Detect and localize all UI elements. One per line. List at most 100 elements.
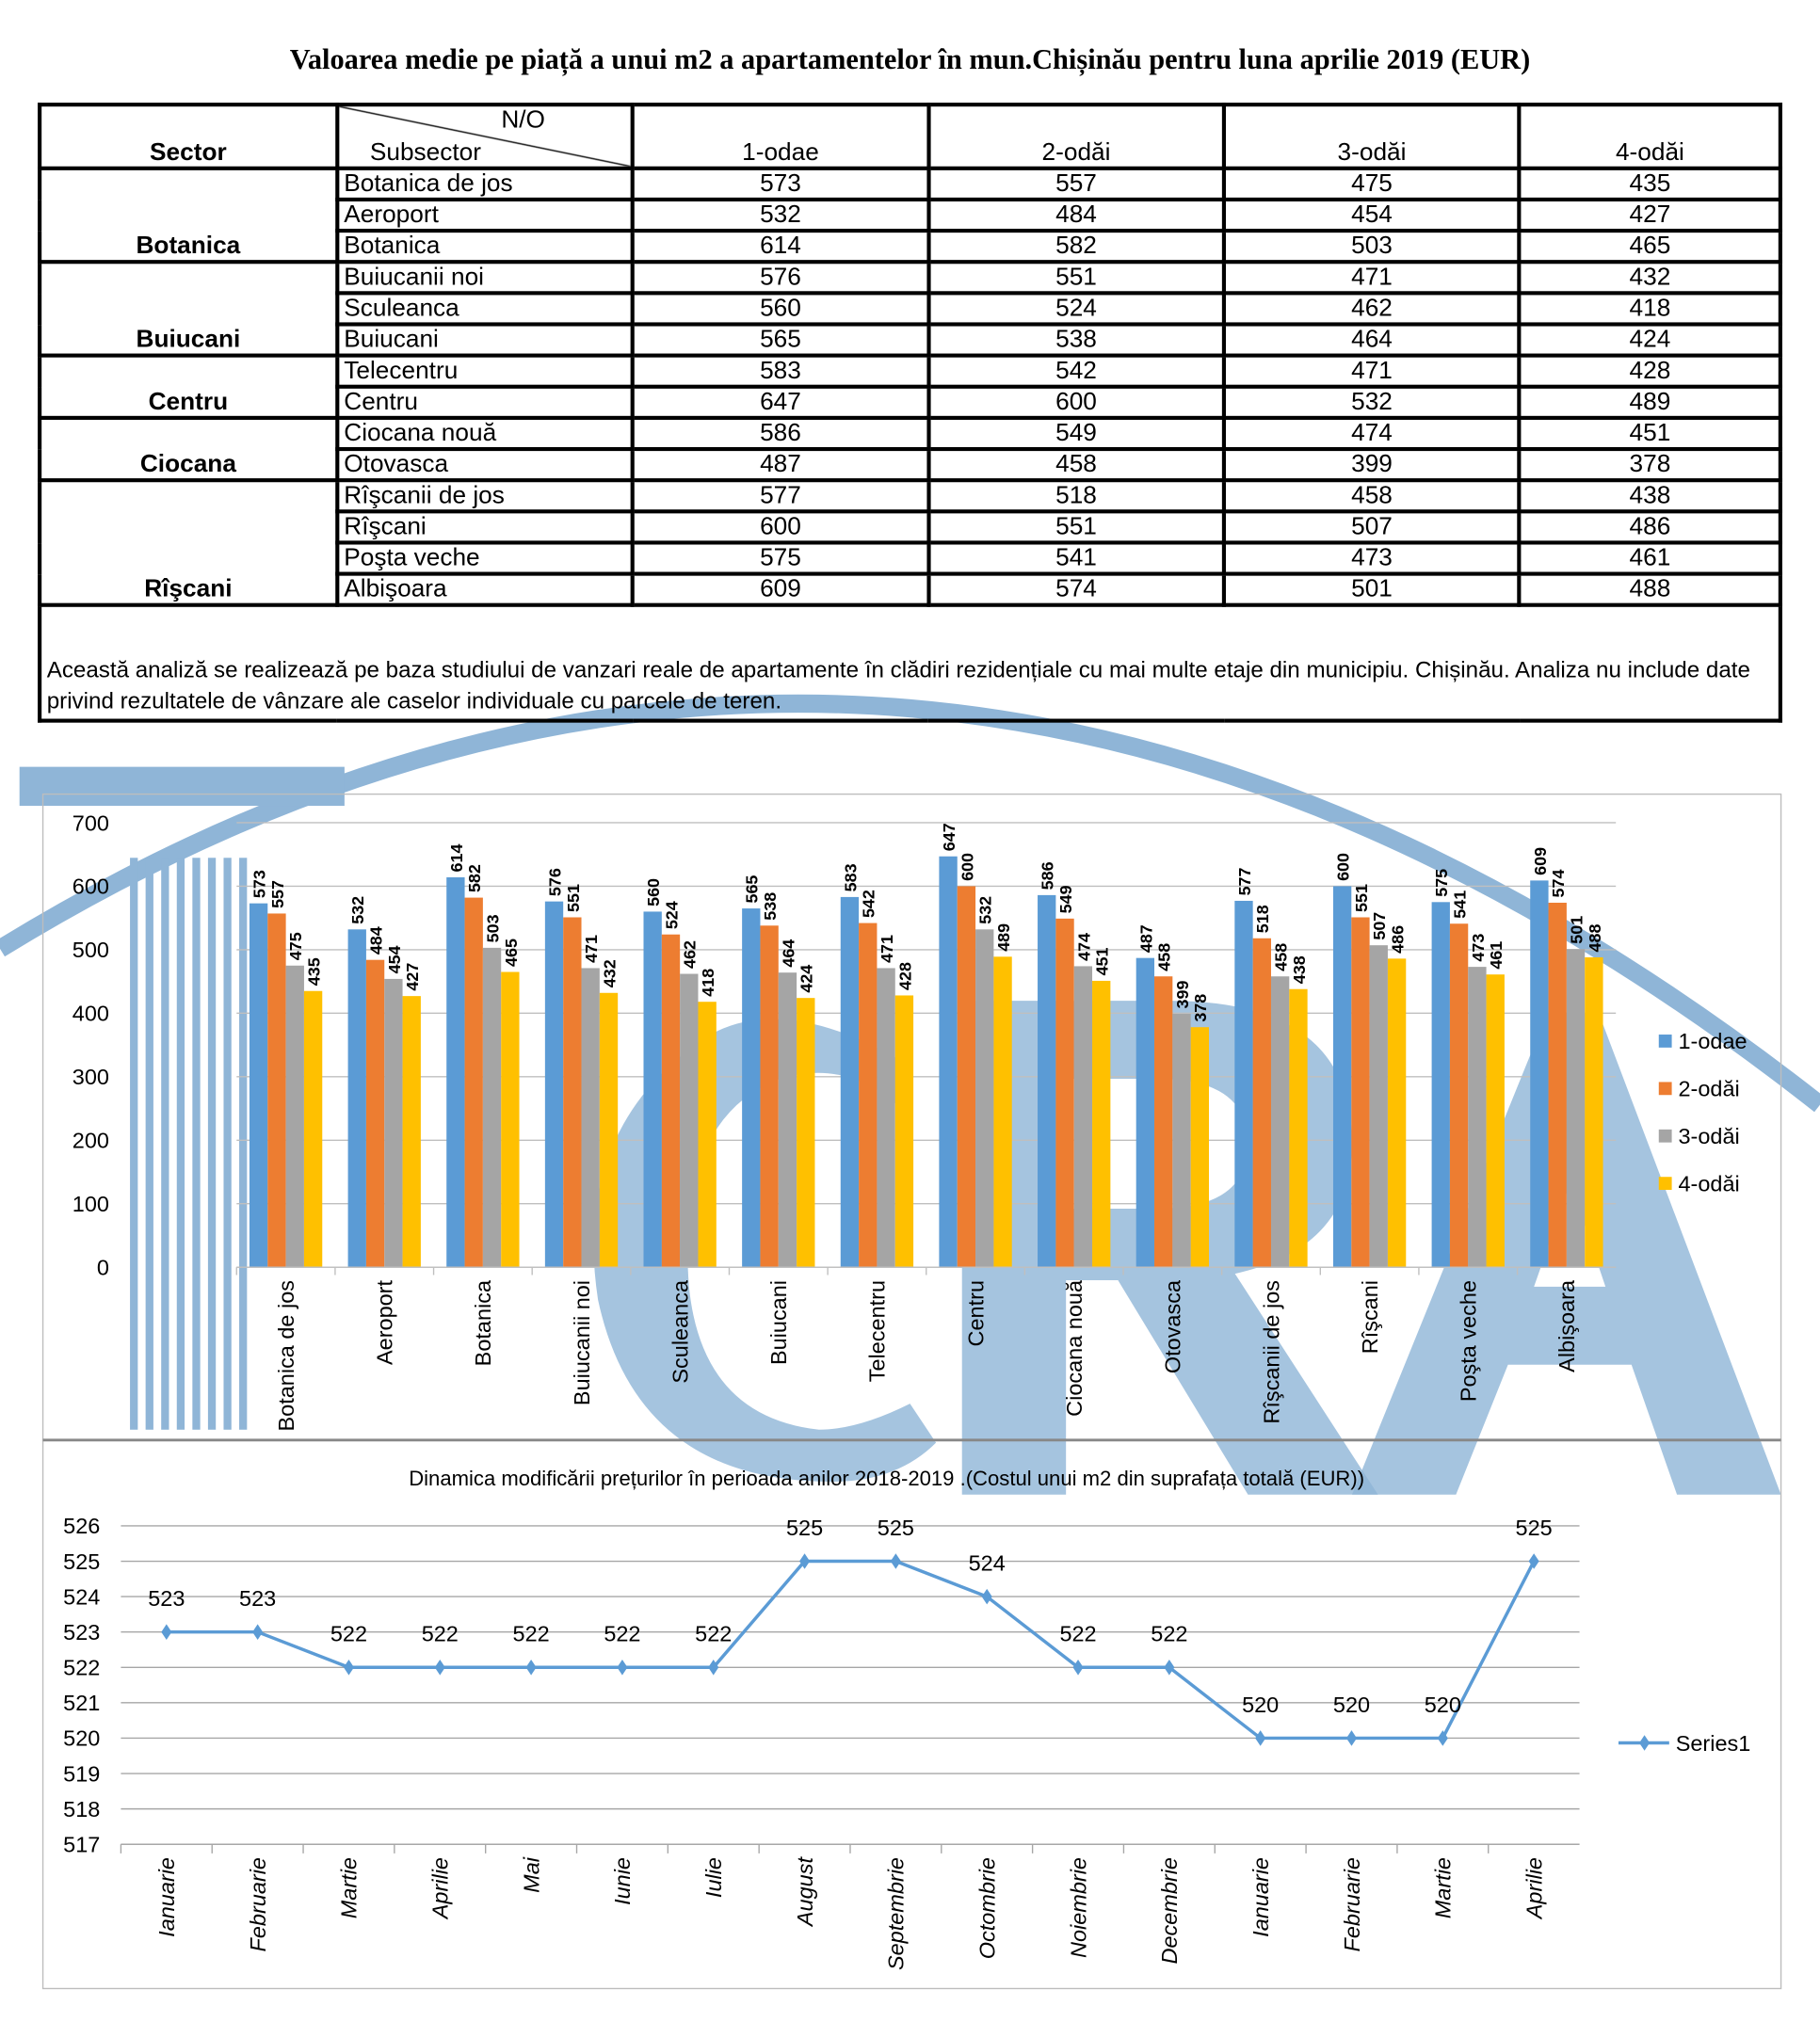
bar-value-label: 451 [1093, 947, 1112, 975]
data-label: 525 [786, 1516, 823, 1540]
bar-value-label: 501 [1567, 916, 1586, 944]
bar-value-label: 471 [878, 935, 896, 963]
y-tick-label: 0 [97, 1255, 109, 1279]
bar [1387, 958, 1407, 1268]
table-row: Ciocana Ciocana nouă 586 549 474 451 [38, 415, 1782, 483]
bar-value-label: 586 [1039, 861, 1057, 890]
page-title: Valoarea medie pe piață a unui m2 a apar… [289, 42, 1531, 76]
subsector-cell: Buiucani [334, 322, 636, 358]
bar-value-label: 549 [1056, 885, 1075, 913]
value-cell: 462 [1221, 291, 1522, 327]
subsector-cell: Buiucanii noi [334, 260, 636, 296]
value-cell: 573 [630, 166, 931, 202]
y-tick-label: 100 [72, 1192, 109, 1216]
value-cell: 507 [1221, 509, 1522, 545]
bar-value-label: 428 [895, 962, 914, 990]
watermark-column-flute [161, 858, 169, 1430]
table-row: Centru Telecentru 583 542 471 428 [38, 353, 1782, 420]
bar [1351, 917, 1370, 1268]
x-tick-label: Februarie [246, 1857, 270, 1951]
bar-value-label: 474 [1074, 933, 1093, 961]
x-tick-label: Rîşcanii de jos [1259, 1280, 1283, 1424]
bar-value-label: 503 [483, 914, 502, 942]
watermark-letter-a-shape [1351, 1013, 1781, 1495]
value-cell: 488 [1517, 571, 1782, 607]
y-tick-label: 521 [63, 1691, 100, 1715]
value-cell: 600 [926, 384, 1227, 420]
y-tick-label: 523 [63, 1620, 100, 1645]
bar-value-label: 438 [1290, 955, 1309, 984]
value-cell: 582 [926, 229, 1227, 265]
series-marker [981, 1588, 992, 1605]
series-marker [1072, 1660, 1084, 1676]
bar-value-label: 424 [797, 965, 816, 993]
y-tick-label: 525 [63, 1549, 100, 1574]
bar [347, 929, 366, 1268]
bar [1252, 938, 1271, 1268]
bar-value-label: 582 [465, 864, 484, 892]
bar [975, 929, 994, 1268]
y-tick-label: 519 [63, 1761, 100, 1786]
legend-swatch [1658, 1177, 1672, 1191]
y-tick-label: 500 [72, 938, 109, 962]
value-cell: 575 [630, 540, 931, 576]
data-label: 525 [1516, 1516, 1553, 1540]
value-cell: 501 [1221, 571, 1522, 607]
value-cell: 438 [1517, 478, 1782, 514]
series-marker [890, 1553, 901, 1569]
value-cell: 551 [926, 260, 1227, 296]
subsector-cell: Ciocana nouă [334, 415, 636, 452]
bar [1135, 957, 1155, 1268]
legend-label: 4-odăi [1678, 1171, 1739, 1196]
header-subsector: Subsector [369, 138, 481, 167]
bar [957, 886, 976, 1268]
bar [249, 903, 268, 1268]
bar [894, 995, 914, 1268]
value-cell: 538 [926, 322, 1227, 358]
x-tick-label: Poşta veche [1457, 1280, 1481, 1402]
y-tick-label: 200 [72, 1129, 109, 1153]
series-marker [343, 1660, 354, 1676]
bar [501, 971, 520, 1268]
value-cell: 432 [1517, 260, 1782, 296]
bar-value-label: 532 [348, 896, 367, 924]
series-marker [1164, 1660, 1175, 1676]
value-cell: 577 [630, 478, 931, 514]
x-tick-label: Martie [1431, 1857, 1456, 1918]
bar [742, 908, 761, 1268]
value-cell: 473 [1221, 540, 1522, 576]
x-tick-label: Centru [963, 1280, 988, 1346]
bar [1055, 918, 1074, 1268]
x-tick-label: Buiucani [766, 1280, 791, 1365]
bar [1092, 980, 1111, 1268]
x-tick-label: Decembrie [1157, 1857, 1182, 1964]
bar [859, 923, 878, 1268]
table-row: Rîşcani 600 551 507 486 [40, 509, 1782, 545]
bar [680, 973, 699, 1268]
bar [267, 913, 286, 1268]
header-col: 2-odăi [926, 103, 1227, 170]
bar-value-label: 541 [1450, 891, 1469, 919]
bar-value-label: 486 [1389, 925, 1408, 954]
legend-marker [1639, 1735, 1651, 1751]
bar [1270, 976, 1290, 1268]
value-cell: 647 [630, 384, 931, 420]
bar-value-label: 378 [1191, 994, 1210, 1022]
value-cell: 518 [926, 478, 1227, 514]
value-cell: 418 [1517, 291, 1782, 327]
x-tick-label: Mai [519, 1856, 543, 1893]
y-tick-label: 518 [63, 1797, 100, 1821]
x-tick-label: Septembrie [884, 1857, 909, 1970]
bar-value-label: 538 [761, 892, 780, 921]
bar-value-label: 524 [662, 901, 681, 929]
legend-swatch [1658, 1082, 1672, 1096]
series-marker [708, 1660, 719, 1676]
bar [760, 925, 779, 1268]
table-row: Botanica Botanica de jos 573 557 475 435 [38, 166, 1782, 265]
value-cell: 576 [630, 260, 931, 296]
y-tick-label: 600 [72, 875, 109, 899]
x-tick-label: Ianuarie [154, 1857, 179, 1937]
subsector-cell: Poşta veche [334, 540, 636, 576]
bar-value-label: 473 [1469, 934, 1488, 962]
data-label: 522 [604, 1622, 640, 1646]
